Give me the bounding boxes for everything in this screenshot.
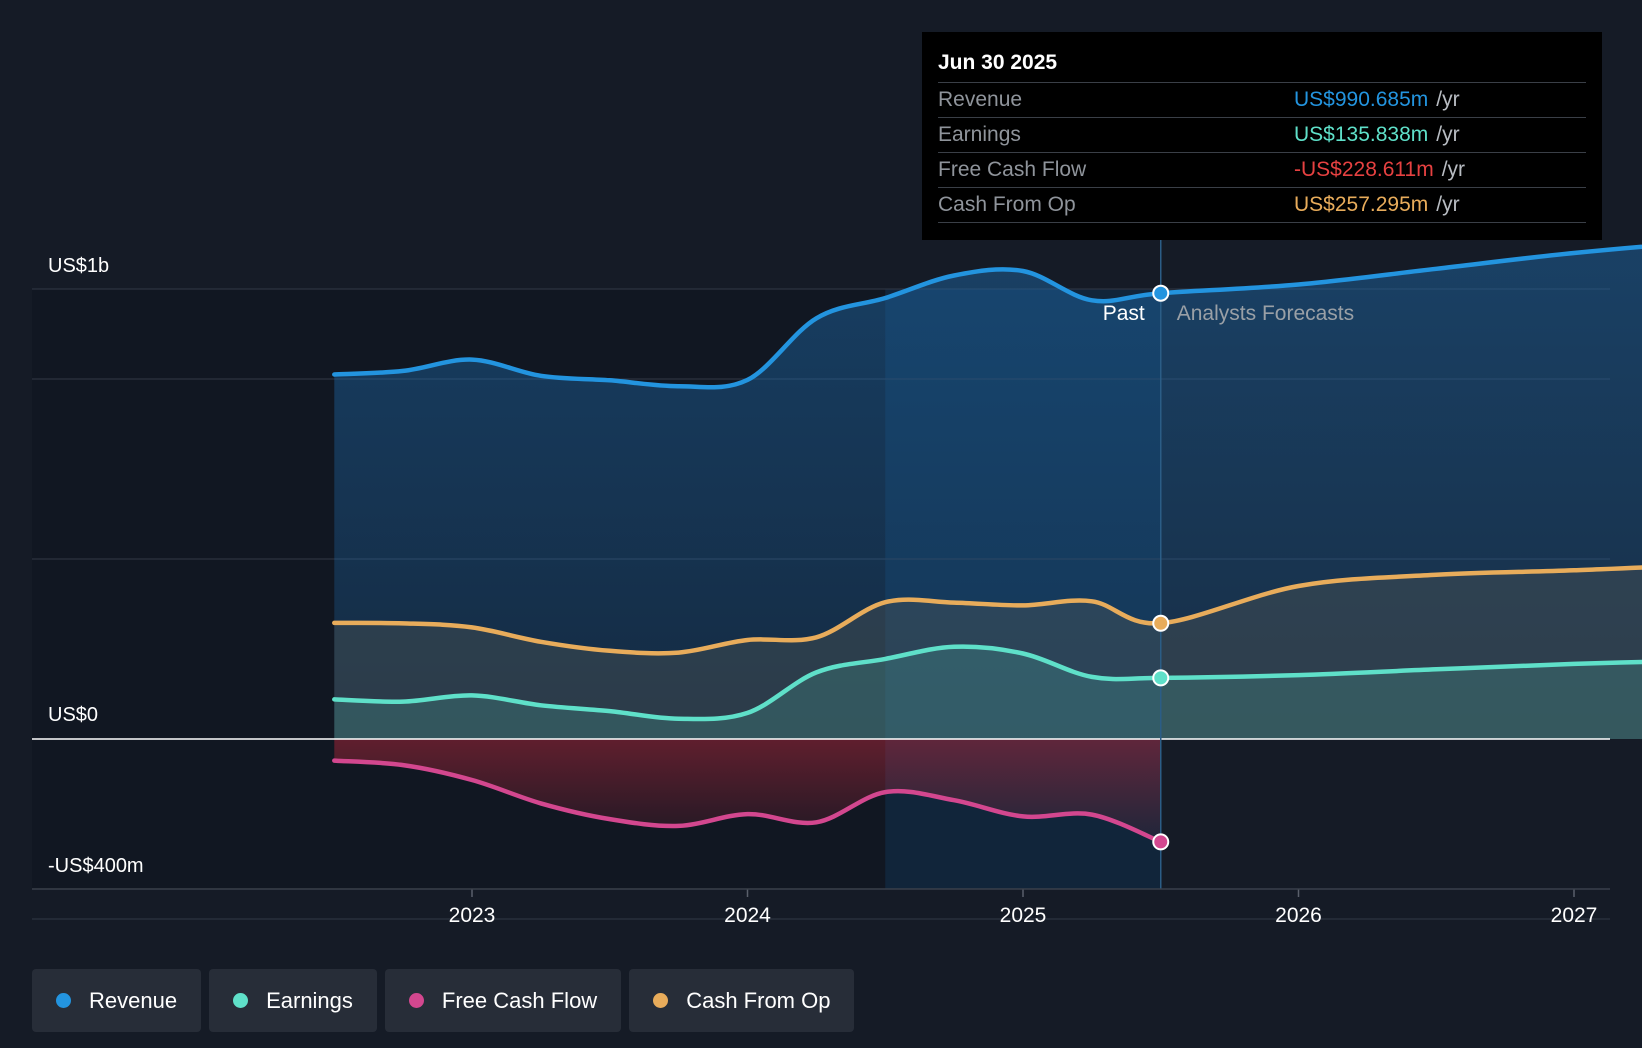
- cash-from-op-area: [334, 567, 1642, 739]
- cash-from-op-marker: [1152, 614, 1170, 632]
- legend-item-revenue[interactable]: Revenue: [32, 969, 202, 1032]
- revenue-area: [334, 246, 1642, 739]
- legend-label: Free Cash Flow: [441, 987, 598, 1013]
- x-tick-label: 2024: [724, 904, 771, 927]
- tooltip-value: -US$228.611m: [1294, 158, 1434, 181]
- x-tick-label: 2026: [1275, 904, 1322, 927]
- legend-dot-icon: [653, 993, 669, 1008]
- tooltip-value: US$135.838m: [1294, 123, 1429, 146]
- y-axis-label-bottom: -US$400m: [48, 855, 144, 877]
- earnings-area: [334, 646, 1642, 739]
- tooltip: Jun 30 2025 Revenue US$990.685m /yr Earn…: [922, 32, 1602, 240]
- free-cash-flow-area: [334, 739, 1161, 842]
- tooltip-value: US$990.685m: [1294, 88, 1429, 111]
- x-tick-label: 2023: [449, 904, 496, 927]
- tooltip-row-revenue: Revenue US$990.685m /yr: [938, 82, 1586, 117]
- tooltip-row-earnings: Earnings US$135.838m /yr: [938, 117, 1586, 152]
- tooltip-label: Earnings: [938, 123, 1021, 146]
- tooltip-row-free-cash-flow: Free Cash Flow -US$228.611m /yr: [938, 152, 1586, 187]
- tooltip-row-cash-from-op: Cash From Op US$257.295m /yr: [938, 187, 1586, 223]
- tooltip-label: Revenue: [938, 88, 1023, 111]
- forecast-label: Analysts Forecasts: [1177, 302, 1354, 325]
- tooltip-unit: /yr: [1436, 193, 1460, 216]
- series-areas: [334, 246, 1642, 842]
- series-markers: [1152, 284, 1170, 851]
- legend-item-free-cash-flow[interactable]: Free Cash Flow: [384, 969, 622, 1032]
- legend: Revenue Earnings Free Cash Flow Cash Fro…: [32, 969, 855, 1032]
- legend-label: Earnings: [266, 987, 353, 1013]
- y-axis-label-top: US$1b: [48, 255, 109, 277]
- revenue-line: [332, 244, 1642, 390]
- tooltip-label: Cash From Op: [938, 193, 1076, 216]
- tooltip-value: US$257.295m: [1294, 193, 1429, 216]
- earnings-marker: [1152, 669, 1170, 687]
- x-tick-label: 2027: [1551, 904, 1598, 927]
- legend-item-cash-from-op[interactable]: Cash From Op: [629, 969, 855, 1032]
- series-lines: [332, 244, 1642, 845]
- tooltip-unit: /yr: [1436, 123, 1460, 146]
- legend-label: Cash From Op: [686, 987, 831, 1013]
- tooltip-unit: /yr: [1441, 158, 1466, 181]
- legend-dot-icon: [233, 993, 249, 1008]
- tooltip-date: Jun 30 2025: [938, 51, 1058, 74]
- revenue-marker: [1152, 284, 1170, 302]
- tooltip-label: Free Cash Flow: [938, 158, 1087, 181]
- legend-dot-icon: [408, 993, 424, 1008]
- past-label: Past: [1103, 302, 1145, 325]
- legend-dot-icon: [56, 993, 71, 1008]
- y-axis-label-zero: US$0: [48, 704, 98, 726]
- x-axis-ticks: 2023 2024 2025 2026 2027: [32, 888, 1610, 927]
- legend-item-earnings[interactable]: Earnings: [209, 969, 377, 1032]
- cash-from-op-line: [332, 565, 1642, 656]
- earnings-line: [332, 644, 1642, 722]
- free-cash-flow-marker: [1152, 833, 1170, 851]
- x-tick-label: 2025: [1000, 904, 1047, 927]
- free-cash-flow-line: [332, 758, 1164, 845]
- legend-label: Revenue: [89, 987, 178, 1013]
- tooltip-unit: /yr: [1436, 88, 1460, 111]
